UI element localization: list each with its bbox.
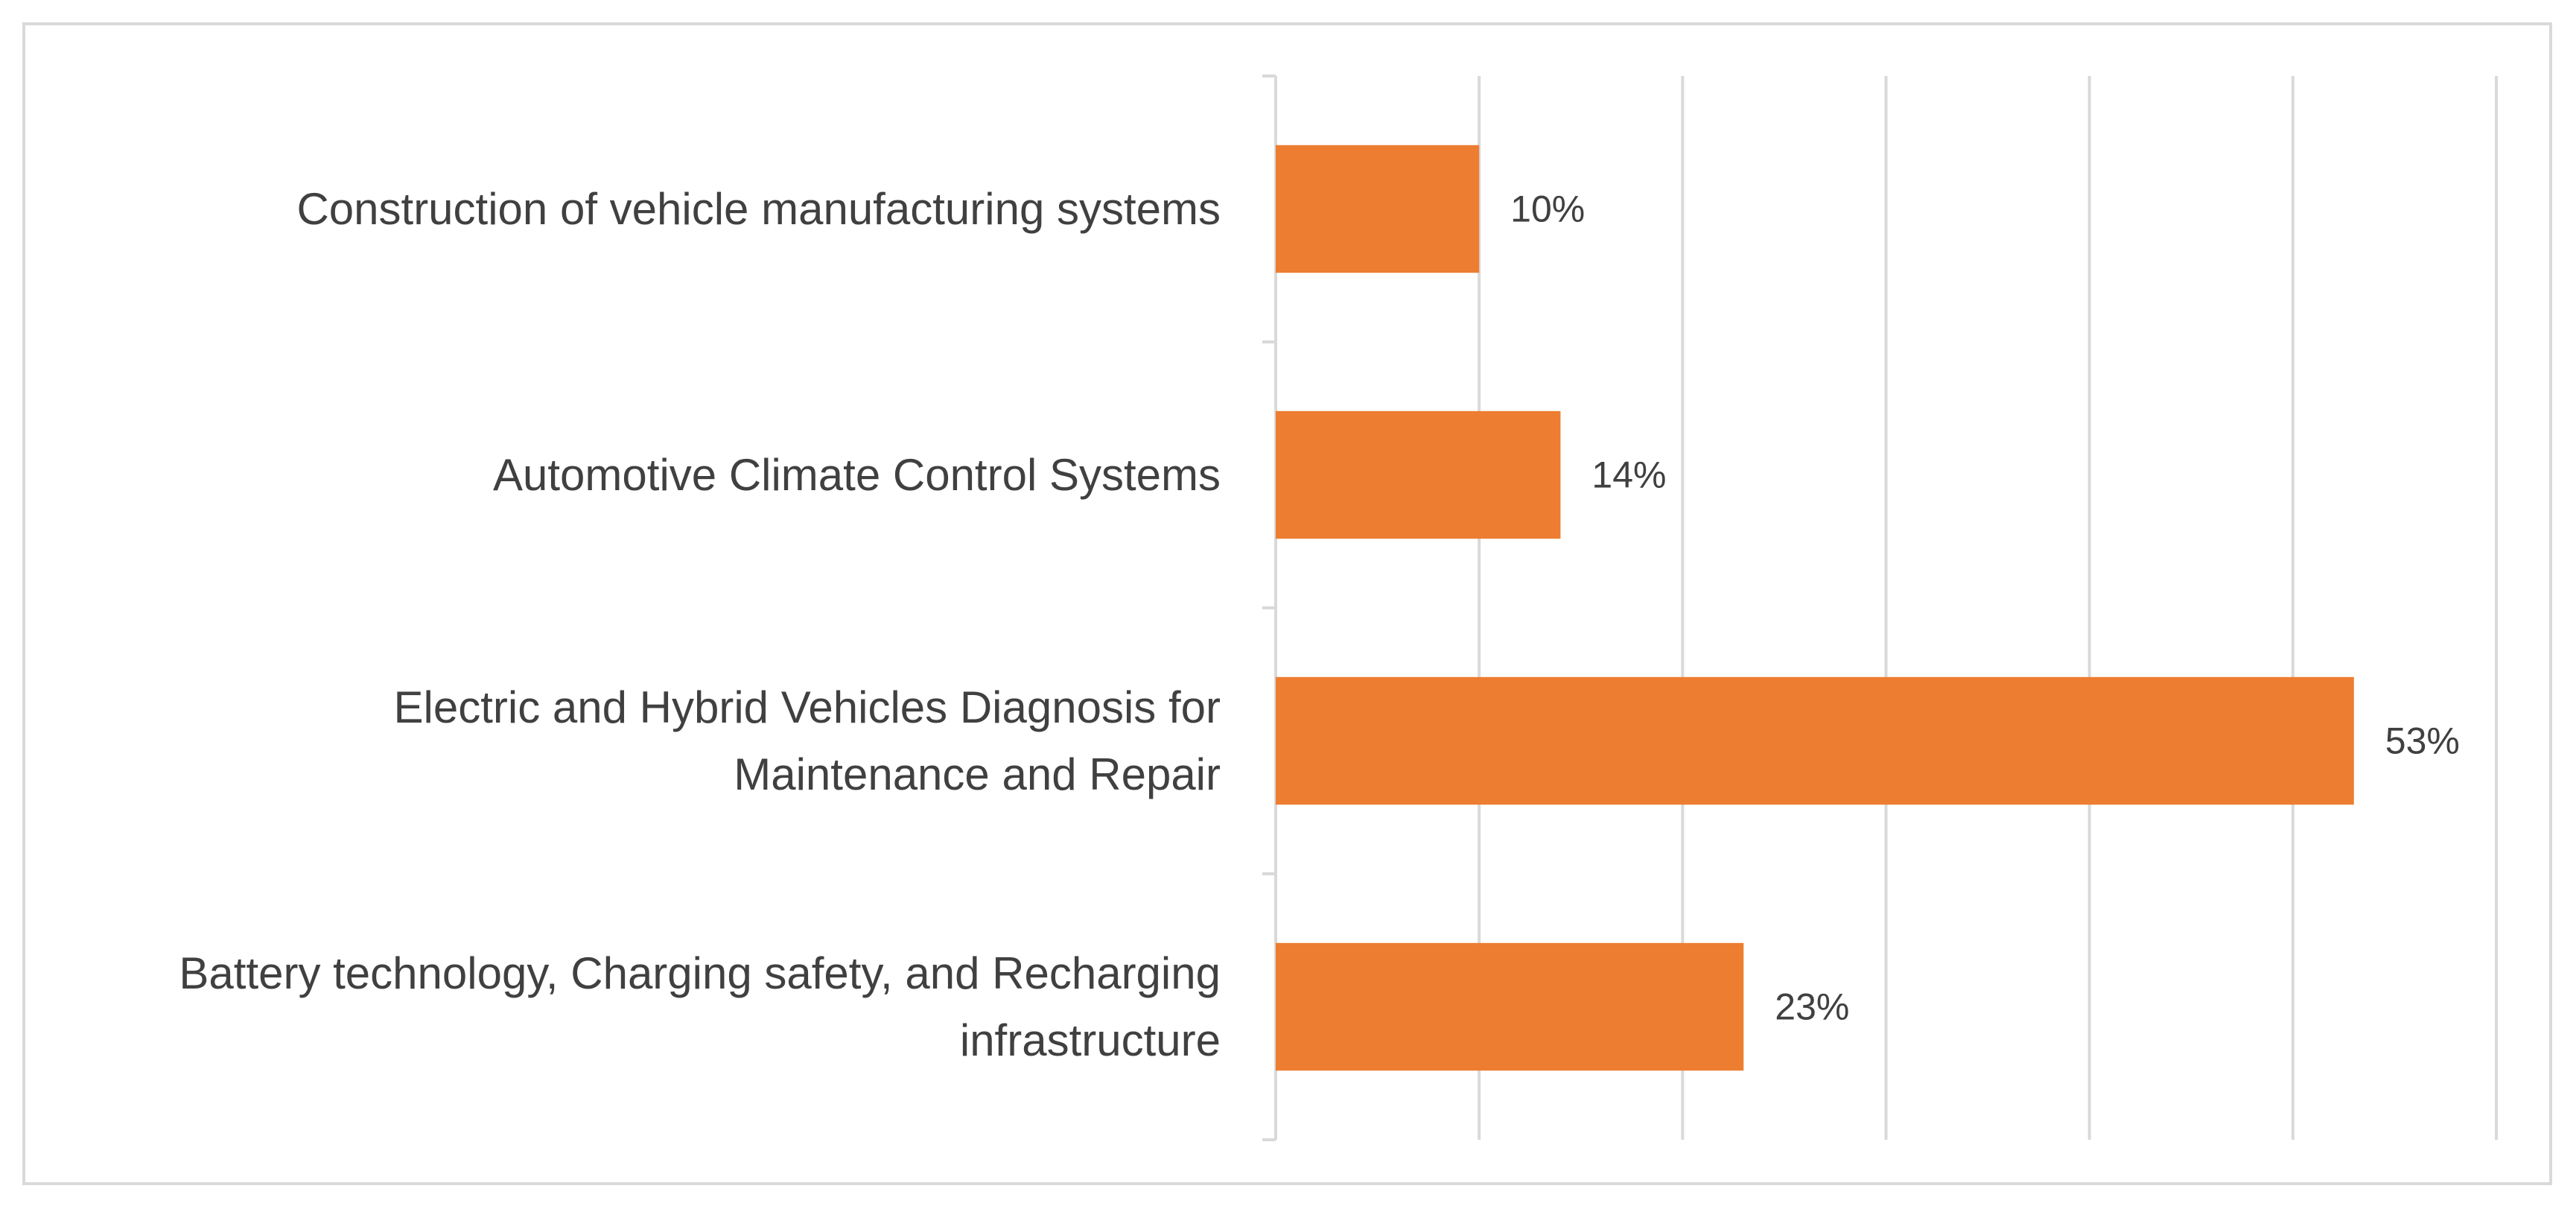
category-label-line: Battery technology, Charging safety, and…: [179, 948, 1221, 998]
category-label-line: Electric and Hybrid Vehicles Diagnosis f…: [393, 682, 1221, 732]
data-label: 23%: [1775, 986, 1849, 1028]
category-label: Construction of vehicle manufacturing sy…: [0, 176, 1221, 243]
bar: [1276, 676, 2354, 805]
category-label-line: Maintenance and Repair: [734, 749, 1221, 799]
category-label: Battery technology, Charging safety, and…: [0, 940, 1221, 1074]
category-axis: [1262, 74, 1277, 1141]
bar: [1276, 410, 1561, 539]
category-label: Automotive Climate Control Systems: [0, 442, 1221, 509]
bar-series: [1276, 145, 2354, 1071]
data-label: 53%: [2385, 720, 2460, 762]
data-label: 14%: [1591, 454, 1666, 496]
data-labels: 10% 14% 53% 23%: [1510, 188, 2460, 1028]
category-label-line: Automotive Climate Control Systems: [493, 449, 1221, 500]
category-label-line: infrastructure: [959, 1015, 1221, 1065]
category-label-line: Construction of vehicle manufacturing sy…: [296, 183, 1221, 234]
bar: [1276, 145, 1480, 273]
data-label: 10%: [1510, 188, 1585, 230]
bar: [1276, 942, 1744, 1071]
category-label: Electric and Hybrid Vehicles Diagnosis f…: [0, 674, 1221, 808]
